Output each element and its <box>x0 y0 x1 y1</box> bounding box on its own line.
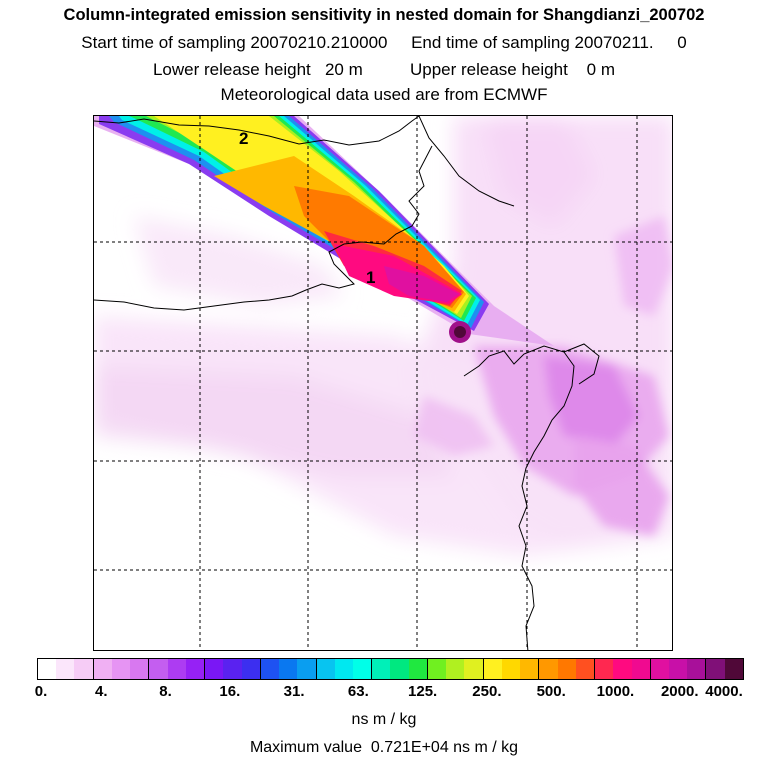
color-scale-segment <box>38 659 57 679</box>
color-scale-segment <box>631 659 650 679</box>
color-scale-segment <box>334 659 353 679</box>
color-scale-segment <box>92 659 112 679</box>
color-scale-segment <box>724 659 743 679</box>
color-scale-segment <box>575 659 595 679</box>
color-scale-tick-label: 4000. <box>705 683 743 700</box>
color-scale-segment <box>390 659 409 679</box>
color-scale-unit: ns m / kg <box>351 711 417 728</box>
color-scale-segment <box>705 659 725 679</box>
color-scale-segment <box>538 659 558 679</box>
color-scale-tick-label: 250. <box>472 683 502 700</box>
color-scale-segment <box>687 659 706 679</box>
color-scale-tick-label: 2000. <box>660 683 699 700</box>
color-scale-segment <box>482 659 502 679</box>
map-canvas: 1 2 <box>94 116 672 650</box>
color-scale-tick-label: 1000. <box>596 683 635 700</box>
color-scale-segment <box>649 659 669 679</box>
met-data-line: Meteorological data used are from ECMWF <box>220 85 548 104</box>
color-scale-segment <box>74 659 93 679</box>
sampling-time-line: Start time of sampling 20070210.210000 E… <box>81 33 687 52</box>
latlon-grid <box>94 116 672 650</box>
color-scale-tick-label: 500. <box>536 683 566 700</box>
color-scale-segment <box>594 659 614 679</box>
color-scale-segment <box>223 659 242 679</box>
color-scale-segment <box>501 659 521 679</box>
plume <box>94 116 554 346</box>
emission-sensitivity-map: 1 2 <box>93 115 673 651</box>
color-scale-tick-label: 4. <box>95 683 108 700</box>
color-scale-segment <box>241 659 260 679</box>
color-scale-tick-label: 63. <box>347 683 369 700</box>
color-scale-segment <box>464 659 483 679</box>
color-scale-segment <box>371 659 391 679</box>
color-scale-tick-label: 31. <box>283 683 305 700</box>
cluster-label-2: 2 <box>239 129 248 148</box>
color-scale-segment <box>111 659 131 679</box>
color-scale-segment <box>185 659 205 679</box>
color-scale-segment <box>668 659 688 679</box>
color-scale-segment <box>426 659 447 679</box>
release-height-line: Lower release height 20 m Upper release … <box>152 60 616 79</box>
color-scale-segment <box>279 659 298 679</box>
color-scale-segment <box>352 659 372 679</box>
color-scale-tick-label: 8. <box>159 683 172 700</box>
color-scale-segment <box>408 659 427 679</box>
color-scale-segment <box>297 659 316 679</box>
color-scale-segment <box>315 659 335 679</box>
color-scale-segment <box>167 659 186 679</box>
cluster-label-1: 1 <box>366 268 375 287</box>
color-scale-segment <box>520 659 539 679</box>
color-scale-bar <box>37 658 744 680</box>
color-scale-tick-label: 0. <box>34 683 48 700</box>
color-scale-segment <box>557 659 576 679</box>
color-scale-segment <box>130 659 149 679</box>
color-scale-tick-label: 16. <box>219 683 241 700</box>
medium-field <box>414 216 672 536</box>
color-scale-segment <box>446 659 465 679</box>
color-scale-segment <box>259 659 280 679</box>
coastlines <box>94 116 600 650</box>
color-scale-segment <box>204 659 224 679</box>
color-scale-tick-label: 125. <box>408 683 438 700</box>
maximum-value-text: Maximum value 0.721E+04 ns m / kg <box>249 739 519 756</box>
plot-title: Column-integrated emission sensitivity i… <box>63 6 705 24</box>
color-scale-segment <box>56 659 75 679</box>
color-scale-segment <box>148 659 168 679</box>
color-scale-segment <box>613 659 632 679</box>
